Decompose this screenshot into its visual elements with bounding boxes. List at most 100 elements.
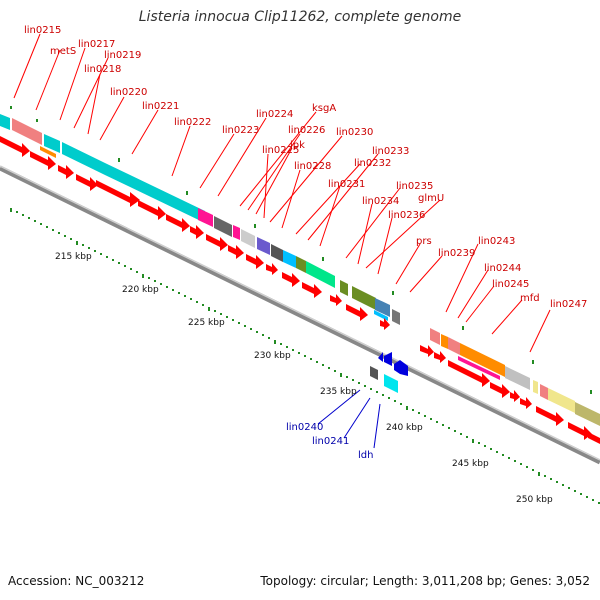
scale-dot xyxy=(286,346,288,348)
scale-dot xyxy=(466,436,468,438)
scale-label-220: 220 kbp xyxy=(122,285,159,295)
scale-dot xyxy=(316,361,318,363)
scale-dot xyxy=(544,475,546,477)
label-lin0219: lin0219 xyxy=(104,50,141,61)
label-lin0247: lin0247 xyxy=(550,299,587,310)
scale-dot xyxy=(250,328,252,330)
scale-label-240: 240 kbp xyxy=(386,423,423,433)
lower-labels: lin0240 lin0241 ldh xyxy=(286,422,373,461)
scale-dot xyxy=(448,427,450,429)
scale-dot xyxy=(388,397,390,399)
scale-dot xyxy=(496,451,498,453)
label-mfd: mfd xyxy=(520,293,540,304)
scale-dot xyxy=(352,379,354,381)
scale-dot xyxy=(64,235,66,237)
scale-dot xyxy=(40,223,42,225)
scale-dot xyxy=(238,322,240,324)
label-lin0222: lin0222 xyxy=(174,117,211,128)
scale-dot xyxy=(244,325,246,327)
scale-dot xyxy=(382,394,384,396)
scale-dot xyxy=(274,340,276,344)
scale-label-245: 245 kbp xyxy=(452,459,489,469)
label-lin0223: lin0223 xyxy=(222,125,259,136)
label-lin0224: lin0224 xyxy=(256,109,293,120)
scale-dot xyxy=(346,376,348,378)
label-lin0228: lin0228 xyxy=(294,161,331,172)
scale-dot xyxy=(430,418,432,420)
label-lin0220: lin0220 xyxy=(110,87,147,98)
label-ipk: ipk xyxy=(290,140,305,151)
label-lin0225: lin0225 xyxy=(262,145,299,156)
label-lin0232: lin0232 xyxy=(354,158,391,169)
scale-label-215: 215 kbp xyxy=(55,252,92,262)
scale-dot xyxy=(418,412,420,414)
scale-dot xyxy=(214,310,216,312)
scale-dot xyxy=(538,472,540,476)
label-lin0218: lin0218 xyxy=(84,64,121,75)
cds-arrows-forward xyxy=(0,136,600,444)
scale-dot xyxy=(508,457,510,459)
scale-dot xyxy=(562,484,564,486)
scale-dot xyxy=(220,313,222,315)
scale-dot xyxy=(70,238,72,240)
scale-dot xyxy=(550,478,552,480)
scale-dot xyxy=(118,262,120,264)
scale-dot xyxy=(172,289,174,291)
scale-dot xyxy=(136,271,138,273)
scale-dot xyxy=(46,226,48,228)
scale-dot xyxy=(478,442,480,444)
scale-dot xyxy=(82,244,84,246)
scale-dot xyxy=(112,259,114,261)
scale-dot xyxy=(526,466,528,468)
scale-dot xyxy=(298,352,300,354)
feature-track-upper xyxy=(0,114,600,426)
scale-dot xyxy=(208,307,210,311)
lower-features xyxy=(370,366,398,393)
scale-dot xyxy=(406,406,408,410)
label-lin0234: lin0234 xyxy=(362,196,399,207)
scale-dot xyxy=(196,301,198,303)
label-metS: metS xyxy=(50,46,76,57)
scale-dot xyxy=(34,220,36,222)
lower-leader-lines xyxy=(317,389,381,449)
scale-dot xyxy=(160,283,162,285)
scale-dot xyxy=(532,469,534,471)
scale-dot xyxy=(568,487,570,489)
scale-dot xyxy=(256,331,258,333)
scale-label-235: 235 kbp xyxy=(320,387,357,397)
scale-dot xyxy=(124,265,126,267)
scale-dot xyxy=(154,280,156,282)
scale-dot xyxy=(178,292,180,294)
scale-dot xyxy=(364,385,366,387)
label-lin0221: lin0221 xyxy=(142,101,179,112)
scale-dot xyxy=(340,373,342,377)
accession-text: Accession: NC_003212 xyxy=(8,574,145,588)
scale-label-230: 230 kbp xyxy=(254,351,291,361)
scale-dot xyxy=(232,319,234,321)
scale-dot xyxy=(76,241,78,245)
scale-dot xyxy=(58,232,60,234)
scale-dot xyxy=(184,295,186,297)
scale-dot xyxy=(460,433,462,435)
scale-dot xyxy=(484,445,486,447)
scale-dot xyxy=(292,349,294,351)
label-lin0244: lin0244 xyxy=(484,263,521,274)
label-glmU: glmU xyxy=(418,193,444,204)
scale-dot xyxy=(28,217,30,219)
scale-dot xyxy=(424,415,426,417)
scale-label-250: 250 kbp xyxy=(516,495,553,505)
label-lin0236: lin0236 xyxy=(388,210,425,221)
scale-dot xyxy=(370,388,372,390)
scale-label-225: 225 kbp xyxy=(188,318,225,328)
upper-leader-lines xyxy=(13,33,551,353)
scale-dot xyxy=(454,430,456,432)
label-lin0235: lin0235 xyxy=(396,181,433,192)
scale-dot xyxy=(88,247,90,249)
scale-dot xyxy=(304,355,306,357)
scale-dot xyxy=(400,403,402,405)
scale-dot xyxy=(190,298,192,300)
scale-dot xyxy=(142,274,144,278)
scale-dot xyxy=(280,343,282,345)
scale-dot xyxy=(226,316,228,318)
